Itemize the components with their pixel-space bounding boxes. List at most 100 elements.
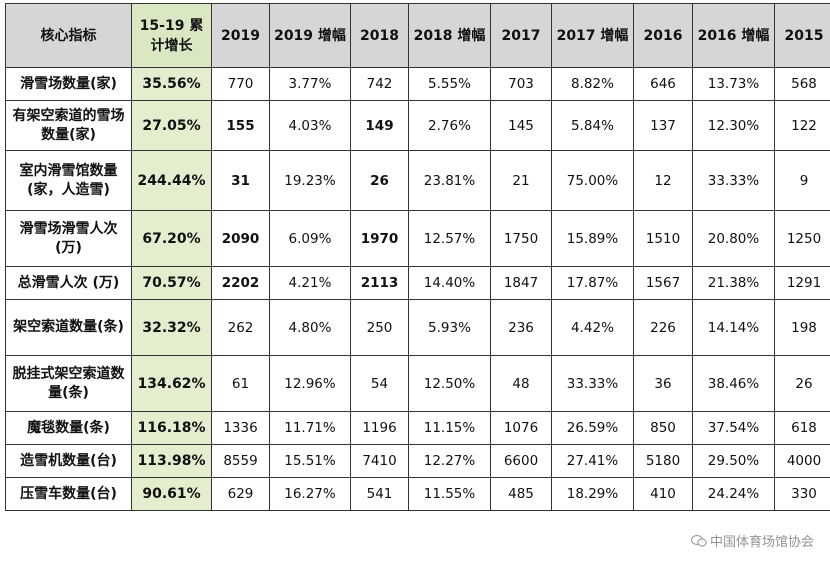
cumulative-growth-cell: 134.62% [131,355,212,412]
value-cell: 485 [490,477,552,511]
yoy-growth-cell: 4.42% [551,299,634,356]
value-cell: 1970 [350,210,409,267]
value-cell: 4000 [774,444,830,478]
value-cell: 155 [211,100,270,151]
value-cell: 122 [774,100,830,151]
value-cell: 26 [350,150,409,211]
table-row: 滑雪场数量(家) 35.56% 770 3.77% 742 5.55% 703 8.82% 64… [5,67,830,101]
cumulative-growth-cell: 70.57% [131,266,212,300]
yoy-growth-cell: 12.57% [408,210,491,267]
cumulative-growth-cell: 67.20% [131,210,212,267]
yoy-growth-cell: 20.80% [692,210,775,267]
yoy-growth-cell: 14.40% [408,266,491,300]
yoy-growth-cell: 16.27% [269,477,351,511]
value-cell: 54 [350,355,409,412]
cumulative-growth-cell: 113.98% [131,444,212,478]
yoy-growth-cell: 15.51% [269,444,351,478]
value-cell: 61 [211,355,270,412]
value-cell: 742 [350,67,409,101]
value-cell: 629 [211,477,270,511]
value-cell: 1750 [490,210,552,267]
value-cell: 36 [633,355,693,412]
yoy-growth-cell: 27.41% [551,444,634,478]
yoy-growth-cell: 13.73% [692,67,775,101]
yoy-growth-cell: 11.15% [408,411,491,445]
value-cell: 618 [774,411,830,445]
value-cell: 5180 [633,444,693,478]
row-label: 滑雪场数量(家) [5,67,132,101]
yoy-growth-cell: 33.33% [692,150,775,211]
value-cell: 410 [633,477,693,511]
yoy-growth-cell: 38.46% [692,355,775,412]
yoy-growth-cell: 17.87% [551,266,634,300]
value-cell: 2090 [211,210,270,267]
cumulative-growth-cell: 244.44% [131,150,212,211]
yoy-growth-cell: 24.24% [692,477,775,511]
yoy-growth-cell: 12.27% [408,444,491,478]
yoy-growth-cell: 12.50% [408,355,491,412]
table-row: 室内滑雪馆数量(家，人造雪) 244.44% 31 19.23% 26 23.81% 21 7… [5,150,830,211]
table-row: 滑雪场滑雪人次(万) 67.20% 2090 6.09% 1970 12.57% 1750 1… [5,210,830,267]
cumulative-growth-cell: 90.61% [131,477,212,511]
value-cell: 1076 [490,411,552,445]
column-header: 2015 [774,3,830,68]
row-label: 室内滑雪馆数量(家，人造雪) [5,150,132,211]
value-cell: 2113 [350,266,409,300]
table-row: 魔毯数量(条) 116.18% 1336 11.71% 1196 11.15% 1076 26… [5,411,830,445]
column-header: 2016 增幅 [692,3,775,68]
value-cell: 7410 [350,444,409,478]
yoy-growth-cell: 6.09% [269,210,351,267]
value-cell: 9 [774,150,830,211]
column-header: 2016 [633,3,693,68]
value-cell: 770 [211,67,270,101]
yoy-growth-cell: 21.38% [692,266,775,300]
value-cell: 541 [350,477,409,511]
watermark-text: 中国体育场馆协会 [709,535,814,550]
yoy-growth-cell: 33.33% [551,355,634,412]
value-cell: 568 [774,67,830,101]
value-cell: 236 [490,299,552,356]
column-header: 核心指标 [5,3,132,68]
yoy-growth-cell: 4.21% [269,266,351,300]
data-table: 核心指标 15-19 累计增长 2019 2019 增幅 2018 2018 增幅 2017… [5,3,830,511]
value-cell: 330 [774,477,830,511]
watermark: 中国体育场馆协会 [690,531,814,550]
value-cell: 250 [350,299,409,356]
yoy-growth-cell: 11.55% [408,477,491,511]
cumulative-growth-cell: 27.05% [131,100,212,151]
value-cell: 12 [633,150,693,211]
value-cell: 8559 [211,444,270,478]
cumulative-growth-cell: 32.32% [131,299,212,356]
cumulative-growth-cell: 116.18% [131,411,212,445]
row-label: 压雪车数量(台) [5,477,132,511]
yoy-growth-cell: 11.71% [269,411,351,445]
header-row: 核心指标 15-19 累计增长 2019 2019 增幅 2018 2018 增幅 2017… [5,3,830,68]
value-cell: 48 [490,355,552,412]
table-row: 架空索道数量(条) 32.32% 262 4.80% 250 5.93% 236 4.42% 2… [5,299,830,356]
row-label: 架空索道数量(条) [5,299,132,356]
yoy-growth-cell: 5.55% [408,67,491,101]
yoy-growth-cell: 8.82% [551,67,634,101]
value-cell: 21 [490,150,552,211]
row-label: 有架空索道的雪场数量(家) [5,100,132,151]
row-label: 造雪机数量(台) [5,444,132,478]
row-label: 滑雪场滑雪人次(万) [5,210,132,267]
column-header: 2018 增幅 [408,3,491,68]
yoy-growth-cell: 2.76% [408,100,491,151]
value-cell: 145 [490,100,552,151]
yoy-growth-cell: 4.80% [269,299,351,356]
value-cell: 2202 [211,266,270,300]
cumulative-growth-cell: 35.56% [131,67,212,101]
row-label: 总滑雪人次 (万) [5,266,132,300]
column-header: 2018 [350,3,409,68]
value-cell: 1510 [633,210,693,267]
column-header: 15-19 累计增长 [131,3,212,68]
value-cell: 1336 [211,411,270,445]
value-cell: 646 [633,67,693,101]
value-cell: 226 [633,299,693,356]
yoy-growth-cell: 18.29% [551,477,634,511]
value-cell: 6600 [490,444,552,478]
yoy-growth-cell: 19.23% [269,150,351,211]
value-cell: 198 [774,299,830,356]
value-cell: 1291 [774,266,830,300]
